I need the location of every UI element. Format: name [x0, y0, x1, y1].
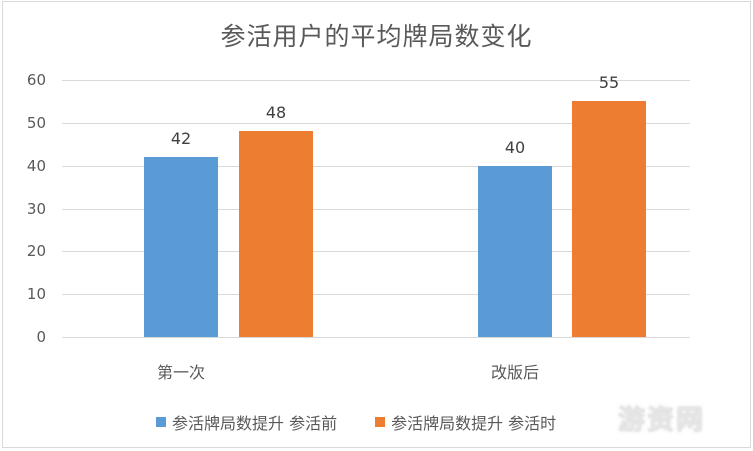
- legend-label: 参活牌局数提升 参活前: [172, 414, 338, 433]
- gridline: [62, 251, 690, 253]
- y-tick-label: 0: [36, 328, 46, 346]
- bar[interactable]: [572, 101, 646, 337]
- plot-area: [62, 80, 690, 338]
- y-tick-label: 10: [26, 285, 46, 304]
- gridline: [62, 165, 690, 167]
- bar-value-label: 48: [265, 103, 287, 123]
- legend-swatch-icon: [375, 417, 386, 427]
- chart-title: 参活用户的平均牌局数变化: [220, 22, 533, 51]
- y-tick-label: 30: [26, 199, 46, 218]
- y-tick-label: 50: [26, 113, 46, 132]
- gridline: [62, 122, 690, 124]
- y-tick-label: 20: [26, 242, 46, 261]
- x-tick-label: 改版后: [490, 363, 539, 382]
- bar[interactable]: [239, 131, 313, 337]
- gridline: [62, 208, 690, 210]
- legend-item-before[interactable]: 参活牌局数提升 参活前: [156, 410, 337, 434]
- gridline: [62, 337, 690, 338]
- bar[interactable]: [144, 157, 218, 337]
- gridline: [62, 294, 690, 296]
- x-tick-label: 第一次: [156, 363, 205, 382]
- bar-value-label: 42: [170, 129, 192, 149]
- legend-swatch-icon: [156, 417, 166, 427]
- gridline: [62, 80, 690, 81]
- bar-value-label: 55: [598, 73, 620, 93]
- y-tick-label: 60: [26, 71, 46, 89]
- bar-value-label: 40: [504, 137, 526, 157]
- legend-item-during[interactable]: 参活牌局数提升 参活时: [375, 410, 556, 434]
- bar[interactable]: [478, 165, 552, 337]
- legend-label: 参活牌局数提升 参活时: [391, 414, 557, 433]
- legend: 参活牌局数提升 参活前 参活牌局数提升 参活时: [156, 410, 594, 434]
- watermark: 游资网: [618, 405, 705, 436]
- y-tick-label: 40: [26, 156, 46, 175]
